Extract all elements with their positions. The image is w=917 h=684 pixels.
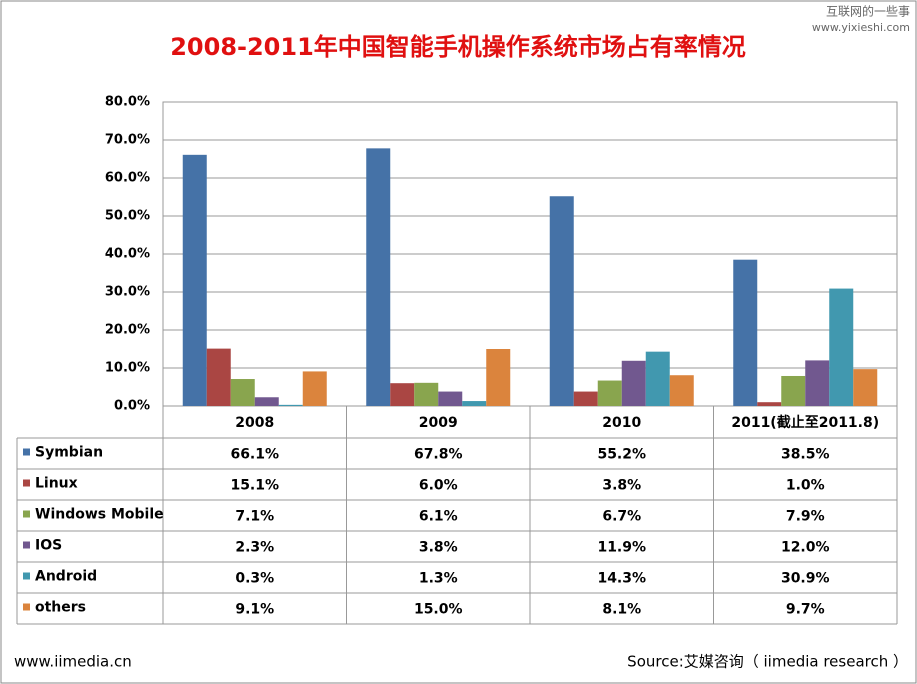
y-tick-label: 60.0% (105, 171, 150, 186)
bar (781, 375, 806, 406)
legend-swatch (23, 541, 30, 549)
bar (254, 397, 279, 406)
bar (278, 404, 303, 406)
value-label: 38.5% (781, 447, 830, 463)
bar (302, 371, 327, 406)
x-tick-label: 2008 (235, 415, 274, 431)
x-tick-label: 2010 (602, 415, 641, 431)
bar (206, 348, 231, 406)
value-label: 15.0% (414, 602, 463, 618)
bar (414, 382, 439, 406)
bar (829, 288, 854, 406)
value-label: 0.3% (235, 571, 274, 587)
bar (230, 379, 255, 406)
value-label: 7.1% (235, 509, 274, 525)
bar (805, 360, 830, 406)
bar (669, 375, 694, 406)
legend-label: Linux (35, 476, 78, 492)
watermark: www.yixieshi.com (812, 21, 910, 34)
bar (597, 380, 622, 406)
legend-swatch (23, 448, 30, 456)
legend-label: Symbian (35, 445, 103, 461)
legend-label: others (35, 600, 86, 616)
bar (486, 349, 511, 406)
legend-label: IOS (35, 538, 62, 554)
value-label: 55.2% (597, 447, 646, 463)
value-label: 67.8% (414, 447, 463, 463)
value-label: 14.3% (597, 571, 646, 587)
bar (549, 196, 574, 406)
value-label: 1.0% (786, 478, 825, 494)
source: Source:艾媒咨询（ iimedia research ） (627, 653, 908, 671)
value-label: 30.9% (781, 571, 830, 587)
value-label: 9.7% (786, 602, 825, 618)
chart-title: 2008-2011年中国智能手机操作系统市场占有率情况 (170, 33, 746, 61)
bar (645, 351, 670, 406)
bar (182, 154, 207, 406)
y-tick-label: 10.0% (105, 361, 150, 376)
y-tick-label: 40.0% (105, 247, 150, 262)
legend-label: Android (35, 569, 97, 585)
legend-swatch (23, 479, 30, 487)
legend-swatch (23, 603, 30, 611)
y-tick-label: 80.0% (105, 95, 150, 110)
value-label: 2.3% (235, 540, 274, 556)
y-tick-label: 70.0% (105, 133, 150, 148)
y-tick-label: 20.0% (105, 323, 150, 338)
bar (366, 148, 391, 407)
legend-swatch (23, 510, 30, 518)
y-tick-label: 30.0% (105, 285, 150, 300)
legend-label: Windows Mobile (35, 507, 164, 523)
value-label: 1.3% (419, 571, 458, 587)
bar (390, 383, 415, 406)
footer: www.iimedia.cn (14, 653, 132, 671)
bar (621, 360, 646, 406)
bar (757, 402, 782, 406)
y-tick-label: 0.0% (114, 399, 150, 414)
bar (853, 369, 878, 406)
bar (438, 391, 463, 406)
y-tick-label: 50.0% (105, 209, 150, 224)
watermark: 互联网的一些事 (826, 4, 910, 19)
x-tick-label: 2011(截止至2011.8) (731, 414, 879, 431)
value-label: 3.8% (602, 478, 641, 494)
bar (462, 401, 487, 406)
value-label: 6.7% (602, 509, 641, 525)
value-label: 8.1% (602, 602, 641, 618)
value-label: 6.1% (419, 509, 458, 525)
bar (573, 391, 598, 406)
legend-swatch (23, 572, 30, 580)
bar (733, 259, 758, 406)
value-label: 15.1% (230, 478, 279, 494)
value-label: 12.0% (781, 540, 830, 556)
value-label: 66.1% (230, 447, 279, 463)
value-label: 11.9% (597, 540, 646, 556)
value-label: 3.8% (419, 540, 458, 556)
value-label: 6.0% (419, 478, 458, 494)
value-label: 9.1% (235, 602, 274, 618)
x-tick-label: 2009 (419, 415, 458, 431)
value-label: 7.9% (786, 509, 825, 525)
